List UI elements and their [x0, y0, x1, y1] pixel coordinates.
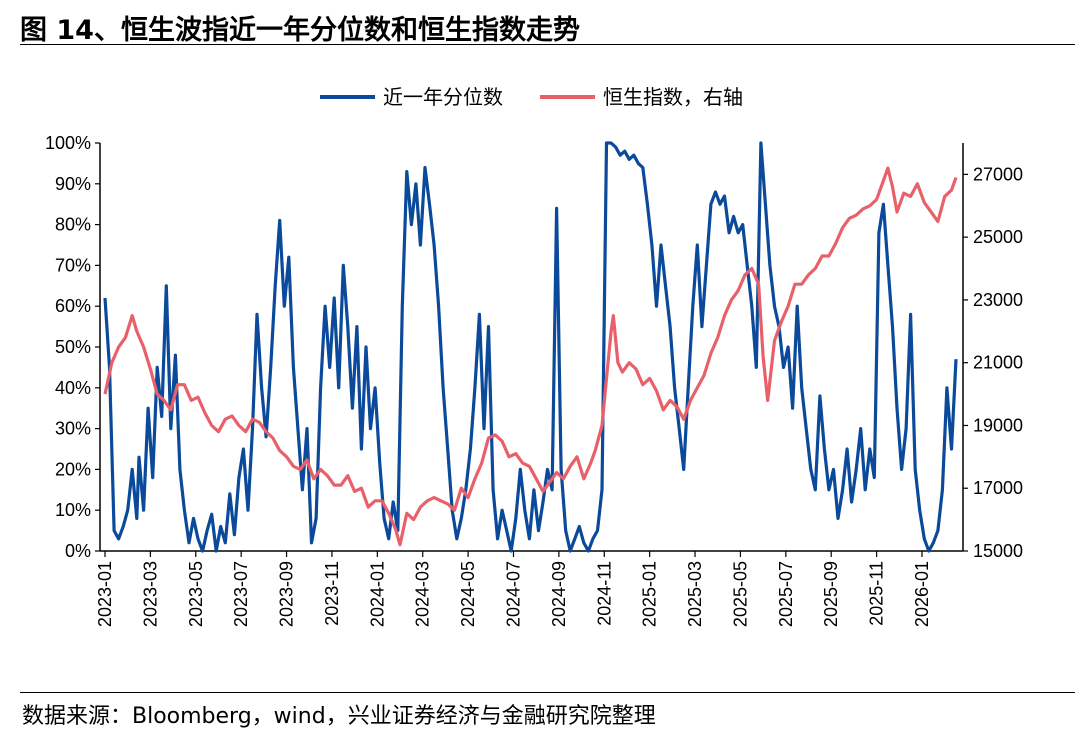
right-tick-label: 17000 [973, 478, 1023, 498]
x-tick-label: 2023-11 [322, 561, 342, 626]
left-tick-label: 0% [65, 541, 91, 561]
left-tick-label: 90% [55, 174, 91, 194]
x-tick-label: 2024-09 [549, 561, 569, 627]
x-tick-label: 2024-03 [413, 561, 433, 627]
left-tick-label: 70% [55, 255, 91, 275]
x-tick-label: 2025-11 [867, 561, 887, 626]
x-tick-label: 2025-03 [685, 561, 705, 627]
right-tick-label: 19000 [973, 415, 1023, 435]
series-hsi-line [103, 166, 958, 547]
x-tick-label: 2023-09 [277, 561, 297, 627]
right-tick-label: 23000 [973, 290, 1023, 310]
x-tick-label: 2024-01 [367, 561, 387, 627]
left-tick-label: 60% [55, 296, 91, 316]
chart-legend: 近一年分位数 恒生指数，右轴 [320, 85, 743, 109]
left-tick-label: 50% [55, 337, 91, 357]
legend-label-percentile: 近一年分位数 [383, 85, 503, 109]
x-tick-label: 2023-07 [231, 561, 251, 627]
x-tick-label: 2023-05 [186, 561, 206, 627]
x-tick-label: 2026-01 [912, 561, 932, 627]
left-tick-label: 100% [45, 133, 91, 153]
x-tick-label: 2024-05 [458, 561, 478, 627]
figure-title: 图 14、恒生波指近一年分位数和恒生指数走势 [20, 15, 580, 46]
x-tick-label: 2025-01 [640, 561, 660, 627]
series-percentile-line [103, 141, 958, 553]
x-tick-label: 2025-05 [730, 561, 750, 627]
left-tick-label: 10% [55, 500, 91, 520]
left-tick-label: 30% [55, 419, 91, 439]
x-tick-label: 2024-11 [594, 561, 614, 626]
title-divider [20, 44, 1075, 45]
right-tick-label: 21000 [973, 353, 1023, 373]
x-tick-label: 2023-01 [95, 561, 115, 627]
chart-axes: 0% 10% 20% 30% 40% 50% 60% 70% 80% 90% 100% 15000 17… [45, 133, 1023, 627]
source-note: 数据来源：Bloomberg，wind，兴业证券经济与金融研究院整理 [22, 704, 656, 729]
legend-label-hsi: 恒生指数，右轴 [603, 85, 743, 109]
left-tick-label: 80% [55, 215, 91, 235]
right-tick-label: 25000 [973, 227, 1023, 247]
left-tick-label: 20% [55, 459, 91, 479]
right-tick-label: 27000 [973, 164, 1023, 184]
right-tick-label: 15000 [973, 541, 1023, 561]
x-tick-label: 2023-03 [140, 561, 160, 627]
source-divider [20, 692, 1075, 693]
x-tick-label: 2025-09 [821, 561, 841, 627]
chart-series [103, 141, 958, 553]
x-tick-label: 2024-07 [503, 561, 523, 627]
x-tick-label: 2025-07 [776, 561, 796, 627]
left-tick-label: 40% [55, 378, 91, 398]
